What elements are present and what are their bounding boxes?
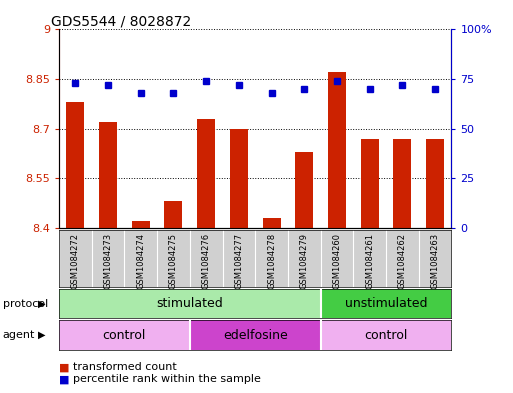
Text: stimulated: stimulated xyxy=(156,297,223,310)
Text: GSM1084275: GSM1084275 xyxy=(169,233,178,289)
Bar xyxy=(263,218,281,228)
Text: GSM1084273: GSM1084273 xyxy=(104,233,112,289)
Bar xyxy=(132,221,150,228)
Text: GSM1084279: GSM1084279 xyxy=(300,233,309,289)
Text: ▶: ▶ xyxy=(38,330,46,340)
Text: GDS5544 / 8028872: GDS5544 / 8028872 xyxy=(51,14,191,28)
Text: GSM1084263: GSM1084263 xyxy=(430,233,440,289)
Text: ■: ■ xyxy=(59,362,69,373)
Bar xyxy=(328,72,346,228)
Text: GSM1084276: GSM1084276 xyxy=(202,233,211,289)
Bar xyxy=(361,139,379,228)
Bar xyxy=(426,139,444,228)
Text: GSM1084277: GSM1084277 xyxy=(234,233,243,289)
Bar xyxy=(197,119,215,228)
Bar xyxy=(66,102,84,228)
Text: edelfosine: edelfosine xyxy=(223,329,288,342)
Text: GSM1084274: GSM1084274 xyxy=(136,233,145,289)
Bar xyxy=(321,289,451,318)
Bar xyxy=(59,320,190,350)
Text: percentile rank within the sample: percentile rank within the sample xyxy=(73,374,261,384)
Bar xyxy=(59,289,321,318)
Text: agent: agent xyxy=(3,330,35,340)
Text: unstimulated: unstimulated xyxy=(345,297,427,310)
Text: GSM1084261: GSM1084261 xyxy=(365,233,374,289)
Bar xyxy=(321,320,451,350)
Text: protocol: protocol xyxy=(3,299,48,309)
Bar xyxy=(295,152,313,228)
Bar xyxy=(393,139,411,228)
Text: control: control xyxy=(364,329,408,342)
Text: GSM1084272: GSM1084272 xyxy=(71,233,80,289)
Text: ■: ■ xyxy=(59,374,69,384)
Bar xyxy=(165,202,183,228)
Text: GSM1084262: GSM1084262 xyxy=(398,233,407,289)
Text: GSM1084278: GSM1084278 xyxy=(267,233,276,289)
Text: transformed count: transformed count xyxy=(73,362,177,373)
Bar xyxy=(230,129,248,228)
Text: control: control xyxy=(103,329,146,342)
Bar xyxy=(190,320,321,350)
Text: GSM1084260: GSM1084260 xyxy=(332,233,342,289)
Bar xyxy=(99,122,117,228)
Text: ▶: ▶ xyxy=(38,299,46,309)
